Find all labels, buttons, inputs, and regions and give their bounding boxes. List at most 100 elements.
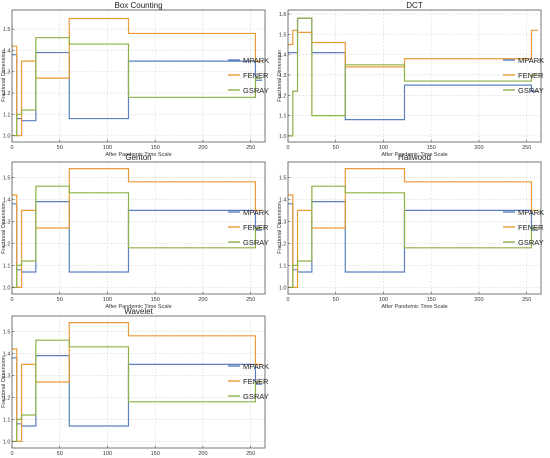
y-tick-label: 1.4 bbox=[3, 351, 11, 357]
legend: MPARK FENER GSRAY bbox=[228, 208, 269, 247]
y-tick-label: 1.3 bbox=[3, 219, 11, 225]
chart-genton: 0 50 100 150 200 2501.01.11.21.31.41.5GentonA… bbox=[1, 153, 269, 310]
chart-title: Genton bbox=[125, 153, 151, 162]
x-tick-label: 250 bbox=[246, 145, 255, 151]
x-tick-label: 0 bbox=[10, 297, 13, 303]
legend-label-mpark: MPARK bbox=[243, 208, 269, 217]
series-line-gsray bbox=[12, 185, 263, 288]
legend-label-gsray: GSRAY bbox=[243, 392, 269, 401]
y-tick-label: 1.5 bbox=[3, 27, 11, 33]
plot-frame bbox=[287, 161, 542, 295]
legend-label-fener: FENER bbox=[243, 223, 269, 232]
y-tick-label: 1.2 bbox=[3, 91, 11, 97]
x-tick-label: 0 bbox=[286, 297, 289, 303]
series-line-mpark bbox=[288, 17, 539, 121]
y-tick-label: 1.2 bbox=[3, 241, 11, 247]
legend-label-mpark: MPARK bbox=[243, 362, 269, 371]
x-tick-label: 0 bbox=[10, 145, 13, 151]
y-tick-label: 1.3 bbox=[3, 70, 11, 76]
x-tick-label: 200 bbox=[198, 145, 207, 151]
x-tick-label: 150 bbox=[151, 451, 160, 457]
x-tick-label: 250 bbox=[246, 451, 255, 457]
y-tick-label: 1.5 bbox=[279, 175, 287, 181]
x-tick-label: 150 bbox=[427, 297, 436, 303]
x-tick-label: 250 bbox=[522, 297, 531, 303]
x-tick-label: 150 bbox=[151, 297, 160, 303]
x-axis-label: After Pandemic Time Scale bbox=[105, 304, 171, 310]
y-axis-label: Fractional Dimension bbox=[1, 50, 7, 102]
series-line-mpark bbox=[12, 51, 263, 122]
y-tick-label: 1.4 bbox=[279, 53, 287, 59]
legend-label-gsray: GSRAY bbox=[518, 238, 544, 247]
series-line-fener bbox=[288, 168, 539, 288]
y-tick-label: 1.2 bbox=[279, 93, 287, 99]
y-tick-label: 1.0 bbox=[3, 285, 11, 291]
x-tick-label: 150 bbox=[151, 145, 160, 151]
x-tick-label: 50 bbox=[57, 297, 63, 303]
series-line-gsray bbox=[288, 185, 539, 288]
x-tick-label: 100 bbox=[379, 145, 388, 151]
y-axis-label: Fractional Dimension bbox=[277, 202, 283, 254]
y-tick-label: 1.5 bbox=[3, 329, 11, 335]
chart-wavelet: 0 50 100 150 200 250 1.0 1.1 1.2 1.3 1.4 1.5 Wavelet… bbox=[1, 307, 269, 457]
series-line-fener bbox=[288, 29, 539, 68]
y-tick-label: 1.3 bbox=[279, 219, 287, 225]
series-line-fener bbox=[12, 168, 263, 288]
x-tick-label: 50 bbox=[57, 145, 63, 151]
x-tick-label: 0 bbox=[286, 145, 289, 151]
x-tick-label: 250 bbox=[246, 297, 255, 303]
x-tick-label: 250 bbox=[522, 145, 531, 151]
legend-label-fener: FENER bbox=[243, 377, 269, 386]
legend-label-gsray: GSRAY bbox=[243, 86, 269, 95]
legend-label-gsray: GSRAY bbox=[243, 238, 269, 247]
series-line-fener bbox=[12, 17, 263, 137]
legend: MPARK FENER GSRAY bbox=[228, 362, 269, 401]
series-line-gsray bbox=[12, 339, 263, 442]
y-axis-label: Fractional Dimension bbox=[1, 202, 7, 254]
legend-label-fener: FENER bbox=[243, 71, 269, 80]
legend-label-fener: FENER bbox=[518, 71, 544, 80]
x-tick-label: 50 bbox=[333, 297, 339, 303]
series-line-fener bbox=[12, 322, 263, 442]
y-tick-label: 1.4 bbox=[279, 197, 287, 203]
y-tick-label: 1.6 bbox=[279, 12, 287, 18]
legend-label-fener: FENER bbox=[518, 223, 544, 232]
x-tick-label: 100 bbox=[103, 145, 112, 151]
chart-title: DCT bbox=[406, 1, 423, 10]
chart-dct: 0 50 100 150 200 250 1.0 1.1 1.2 1.3 1.4 1.5 1.6 DCT A… bbox=[277, 1, 544, 158]
x-axis-label: After Pandemic Time Scale bbox=[381, 152, 447, 158]
y-tick-label: 1.1 bbox=[279, 114, 287, 120]
series-line-gsray bbox=[12, 37, 263, 137]
series-line-gsray bbox=[288, 17, 539, 137]
y-tick-label: 1.1 bbox=[3, 417, 11, 423]
x-tick-label: 200 bbox=[474, 297, 483, 303]
y-tick-label: 1.4 bbox=[3, 48, 11, 54]
y-tick-label: 1.4 bbox=[3, 197, 11, 203]
y-tick-label: 1.2 bbox=[3, 395, 11, 401]
y-tick-label: 1.5 bbox=[3, 175, 11, 181]
legend: MPARK FENER GSRAY bbox=[503, 56, 544, 95]
plot-frame bbox=[11, 161, 266, 295]
x-tick-label: 150 bbox=[427, 145, 436, 151]
y-axis-label: Fractional Dimension bbox=[1, 356, 7, 408]
plot-frame bbox=[287, 9, 542, 143]
y-tick-label: 1.0 bbox=[3, 439, 11, 445]
legend: MPARK FENER GSRAY bbox=[503, 208, 544, 247]
y-tick-label: 1.0 bbox=[279, 134, 287, 140]
chart-box-counting: 0 50 100 150 200 250 1.0 1.1 1.2 1.3 1.4 1.5 Box Cou… bbox=[1, 1, 269, 158]
chart-title: Hallwood bbox=[398, 153, 431, 162]
x-tick-label: 200 bbox=[198, 297, 207, 303]
plot-frame bbox=[11, 9, 266, 143]
y-axis-label: Fractional Dimension bbox=[277, 50, 283, 102]
chart-hallwood: 0 50 100 150 200 250 1.0 1.1 1.2 1.3 1.4 1.5 Hallwoo… bbox=[277, 153, 544, 310]
x-tick-label: 50 bbox=[57, 451, 63, 457]
x-tick-label: 100 bbox=[379, 297, 388, 303]
x-tick-label: 100 bbox=[103, 451, 112, 457]
x-tick-label: 200 bbox=[474, 145, 483, 151]
chart-title: Box Counting bbox=[114, 1, 162, 10]
legend-label-mpark: MPARK bbox=[518, 208, 544, 217]
legend: MPARK FENER GSRAY bbox=[228, 56, 269, 95]
y-tick-label: 1.3 bbox=[279, 73, 287, 79]
legend-label-mpark: MPARK bbox=[518, 56, 544, 65]
